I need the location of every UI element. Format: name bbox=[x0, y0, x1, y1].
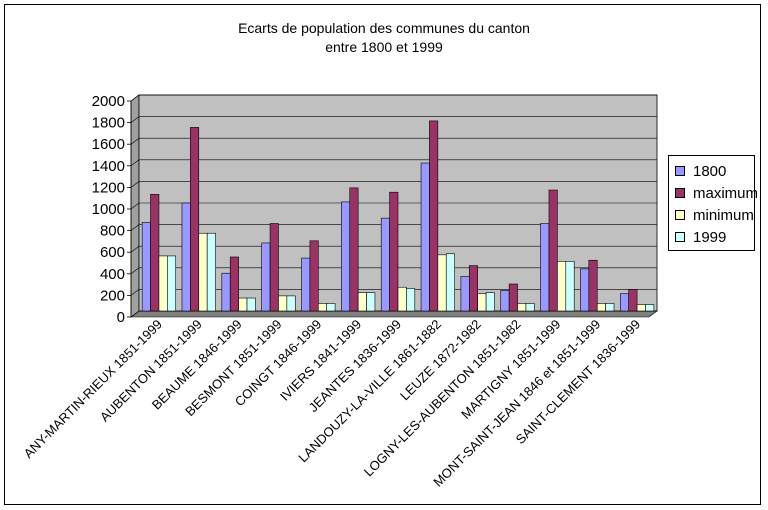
bar bbox=[261, 242, 271, 312]
bar bbox=[460, 276, 470, 312]
bar bbox=[437, 254, 447, 312]
bar bbox=[485, 292, 495, 312]
chart-title-line-2: entre 1800 et 1999 bbox=[325, 39, 443, 55]
legend-item-1800: 1800 bbox=[675, 162, 726, 180]
bar bbox=[366, 292, 376, 312]
bar bbox=[190, 127, 200, 312]
bar bbox=[619, 293, 629, 312]
bar bbox=[167, 255, 177, 312]
bar bbox=[645, 304, 655, 312]
legend-label-1800: 1800 bbox=[693, 162, 727, 180]
y-tick-label: 200 bbox=[100, 287, 125, 304]
y-tick-label: 1800 bbox=[92, 115, 125, 132]
bar bbox=[198, 232, 208, 312]
y-tick-label: 1400 bbox=[92, 158, 125, 175]
legend: 1800 maximum minimum 1999 bbox=[668, 155, 758, 251]
y-tick-label: 1200 bbox=[92, 179, 125, 196]
bar bbox=[565, 261, 575, 312]
bar bbox=[636, 304, 646, 312]
bar bbox=[389, 191, 399, 312]
bar bbox=[246, 297, 256, 312]
legend-swatch-minimum bbox=[675, 210, 685, 220]
bar bbox=[341, 201, 351, 312]
bar bbox=[525, 303, 535, 312]
bar bbox=[181, 202, 191, 312]
legend-swatch-1800 bbox=[675, 166, 685, 176]
bar bbox=[278, 295, 288, 312]
bar bbox=[221, 272, 231, 312]
bar bbox=[468, 265, 478, 312]
bar bbox=[548, 189, 558, 312]
bar bbox=[429, 120, 439, 312]
legend-item-1999: 1999 bbox=[675, 228, 726, 246]
bar bbox=[420, 162, 430, 312]
legend-label-maximum: maximum bbox=[693, 184, 759, 202]
bar bbox=[500, 290, 510, 312]
gridline-depth bbox=[130, 202, 140, 210]
bar bbox=[477, 293, 487, 312]
gridline-depth bbox=[130, 94, 140, 102]
bar bbox=[397, 286, 407, 312]
bar bbox=[229, 256, 239, 312]
gridline-depth bbox=[130, 310, 140, 318]
legend-label-1999: 1999 bbox=[693, 228, 727, 246]
x-category-label: LANDOUZY-LA-VILLE 1861-1882 bbox=[295, 317, 444, 466]
bar bbox=[326, 303, 336, 312]
bar bbox=[286, 295, 296, 312]
bar bbox=[309, 240, 319, 312]
bar bbox=[349, 187, 359, 312]
bar bbox=[540, 223, 550, 312]
gridline-depth bbox=[130, 245, 140, 253]
bar bbox=[588, 259, 598, 312]
gridline-depth bbox=[130, 181, 140, 188]
bar bbox=[380, 217, 390, 312]
bar bbox=[150, 194, 160, 312]
y-tick-label: 1000 bbox=[92, 201, 125, 218]
gridline-depth bbox=[130, 289, 140, 296]
gridline-depth bbox=[130, 159, 140, 167]
legend-label-minimum: minimum bbox=[693, 206, 754, 224]
y-tick-label: 0 bbox=[117, 309, 125, 326]
gridline-depth bbox=[130, 137, 140, 145]
chart-title-line-1: Ecarts de population des communes du can… bbox=[238, 20, 530, 36]
x-category-label: ANY-MARTIN-RIEUX 1851-1999 bbox=[21, 317, 165, 461]
legend-item-maximum: maximum bbox=[675, 184, 758, 202]
y-tick-label: 400 bbox=[100, 266, 125, 283]
y-tick-label: 800 bbox=[100, 223, 125, 240]
y-tick-label: 2000 bbox=[92, 93, 125, 110]
gridline-depth bbox=[130, 224, 140, 231]
bar bbox=[406, 288, 416, 312]
gridline-depth bbox=[130, 267, 140, 275]
bar bbox=[596, 303, 606, 312]
bar bbox=[557, 261, 567, 312]
bar bbox=[206, 232, 216, 312]
legend-item-minimum: minimum bbox=[675, 206, 754, 224]
bar bbox=[318, 303, 328, 312]
gridline-depth bbox=[130, 116, 140, 123]
bar bbox=[605, 303, 615, 312]
bar bbox=[238, 297, 248, 312]
bar bbox=[580, 268, 590, 312]
legend-swatch-1999 bbox=[675, 232, 685, 242]
bar bbox=[141, 222, 151, 312]
bar bbox=[357, 292, 367, 312]
bar bbox=[628, 289, 638, 312]
legend-swatch-maximum bbox=[675, 188, 685, 198]
bar bbox=[517, 303, 527, 312]
y-tick-label: 1600 bbox=[92, 136, 125, 153]
bar bbox=[158, 255, 168, 312]
bar bbox=[269, 223, 279, 312]
bar bbox=[301, 257, 311, 312]
bar bbox=[508, 283, 518, 312]
bar bbox=[445, 253, 455, 312]
y-tick-label: 600 bbox=[100, 244, 125, 261]
plot-floor bbox=[130, 310, 658, 318]
